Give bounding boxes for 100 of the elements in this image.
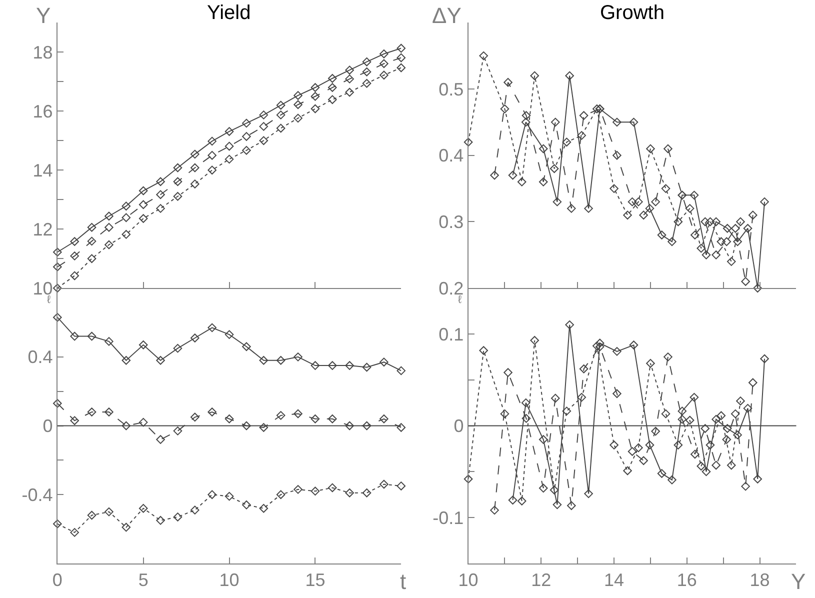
x-tick-label: 10 <box>458 570 478 590</box>
point <box>328 95 337 104</box>
point <box>479 51 488 60</box>
point <box>678 414 687 424</box>
point <box>690 230 700 240</box>
point <box>522 111 531 120</box>
point <box>138 418 148 427</box>
chart-title: Growth <box>600 2 664 24</box>
y-axis-title: ℓ <box>458 294 462 306</box>
point <box>380 414 388 424</box>
point <box>610 184 618 193</box>
point <box>70 416 79 425</box>
x-tick-label: 10 <box>219 570 240 590</box>
point <box>345 421 354 430</box>
point <box>190 506 200 514</box>
point <box>53 519 62 528</box>
point <box>646 358 655 368</box>
point <box>690 392 699 402</box>
y-tick-label: -0.1 <box>432 508 464 528</box>
point <box>629 340 638 350</box>
point <box>224 414 234 424</box>
point <box>664 144 672 154</box>
point <box>276 411 286 420</box>
point <box>310 414 320 424</box>
point <box>743 224 752 233</box>
point <box>396 482 406 490</box>
point <box>612 118 622 127</box>
point <box>741 277 750 286</box>
point <box>753 284 762 292</box>
point <box>104 408 114 416</box>
point <box>328 74 337 83</box>
point <box>712 460 720 470</box>
point <box>310 361 320 370</box>
point <box>328 483 337 492</box>
point <box>657 469 666 478</box>
point <box>328 414 337 424</box>
point <box>538 144 548 154</box>
point <box>674 217 683 226</box>
point <box>508 496 518 504</box>
point <box>628 447 637 456</box>
point <box>362 78 372 88</box>
point <box>706 440 715 450</box>
point <box>87 236 96 246</box>
point <box>294 114 302 123</box>
point <box>584 489 593 498</box>
point <box>610 440 618 450</box>
point <box>645 204 654 213</box>
point <box>53 284 62 292</box>
y-tick-label: 0 <box>454 416 464 436</box>
point <box>310 92 320 101</box>
point <box>173 177 182 186</box>
point <box>208 166 216 175</box>
point <box>208 490 216 499</box>
point <box>53 262 62 272</box>
point <box>685 204 694 213</box>
point <box>87 222 96 232</box>
point <box>521 398 530 408</box>
point <box>138 214 148 223</box>
point <box>592 104 602 114</box>
point <box>741 482 750 491</box>
point <box>138 340 148 350</box>
point <box>328 361 337 370</box>
point <box>562 406 572 416</box>
point <box>639 456 648 466</box>
point <box>53 398 62 408</box>
point <box>345 88 354 97</box>
point <box>224 154 234 164</box>
x-tick-label: 15 <box>305 570 326 590</box>
point <box>190 412 200 422</box>
point <box>702 467 711 476</box>
point <box>87 254 96 264</box>
point <box>259 136 268 146</box>
point <box>712 250 720 260</box>
point <box>156 190 165 199</box>
x-tick-label: 16 <box>676 570 697 590</box>
point <box>328 83 337 92</box>
point <box>104 240 114 250</box>
point <box>380 70 388 80</box>
y-tick-label: 0.4 <box>28 347 53 368</box>
point <box>310 486 320 496</box>
point <box>173 426 182 436</box>
y-tick-label: 18 <box>32 42 53 62</box>
point <box>122 202 131 210</box>
point <box>730 409 740 418</box>
point <box>464 474 473 484</box>
point <box>668 237 676 246</box>
y-tick-label: 0.1 <box>438 324 464 344</box>
point <box>538 484 548 493</box>
point <box>595 338 604 348</box>
point <box>577 131 586 140</box>
point <box>592 342 602 350</box>
point <box>645 440 654 450</box>
point <box>224 127 234 136</box>
point <box>345 488 354 498</box>
point <box>629 118 638 127</box>
point <box>156 356 165 365</box>
point <box>552 197 562 206</box>
point <box>577 392 586 402</box>
point <box>362 362 372 372</box>
point <box>623 466 632 476</box>
